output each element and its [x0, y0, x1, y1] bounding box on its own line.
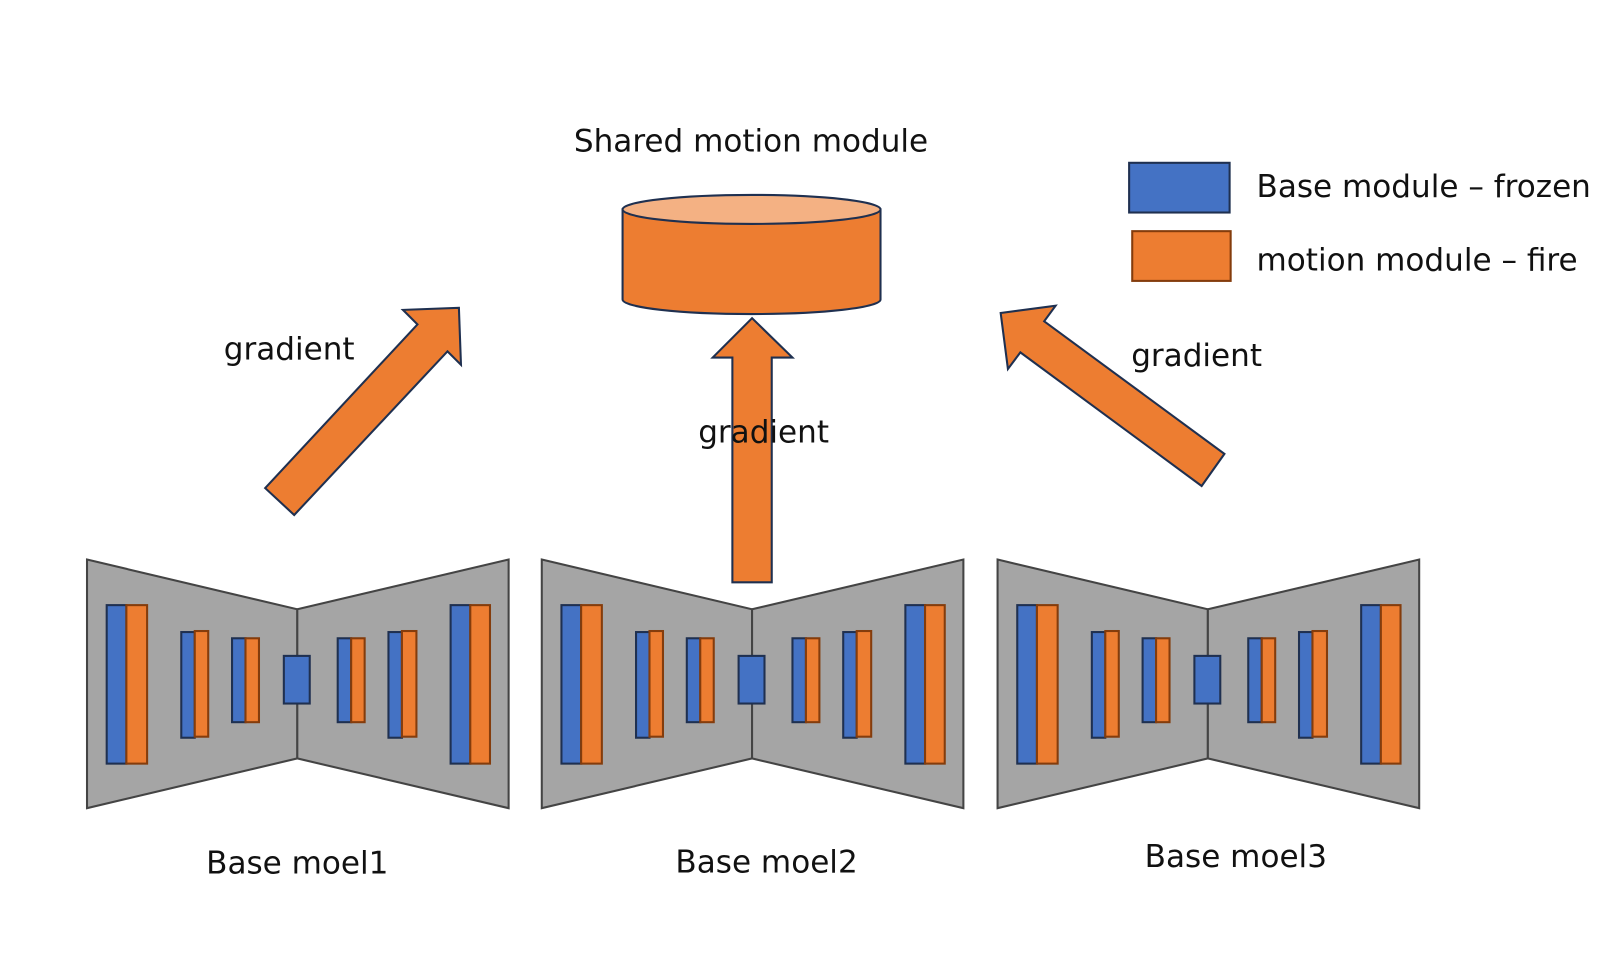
frozen-base-block [231, 637, 247, 724]
motion-module-block [244, 637, 261, 724]
frozen-base-block [336, 637, 353, 724]
gradient-label-left: gradient [224, 332, 355, 368]
frozen-base-block [842, 631, 858, 739]
model-label-1: Base moel1 [206, 845, 388, 881]
frozen-base-block [387, 631, 403, 739]
frozen-base-block [635, 631, 651, 739]
motion-module-block [648, 629, 665, 738]
legend: Base module – frozen motion module – fir… [1128, 161, 1591, 282]
frozen-base-block [791, 637, 807, 724]
motion-module-block [350, 637, 366, 724]
frozen-base-block [560, 604, 583, 765]
frozen-base-block [1360, 604, 1382, 765]
frozen-base-block [904, 604, 927, 765]
frozen-base-block [180, 631, 196, 739]
motion-module-block [1311, 629, 1329, 738]
motion-module-block [855, 629, 873, 738]
middle-block [1193, 654, 1222, 705]
motion-module-block [400, 629, 418, 738]
frozen-base-block [105, 604, 128, 765]
frozen-base-block [1090, 631, 1107, 739]
motion-module-block [699, 637, 715, 724]
frozen-base-block [1016, 604, 1038, 765]
gradient-arrow-left [263, 306, 463, 517]
middle-block [282, 654, 311, 705]
frozen-base-block [685, 637, 702, 724]
motion-module-block [1104, 629, 1120, 738]
gradient-label-middle: gradient [698, 414, 829, 450]
motion-module-block [924, 604, 946, 765]
motion-module-block [1035, 604, 1059, 765]
motion-module-block [1260, 637, 1277, 724]
frozen-base-block [1297, 631, 1314, 739]
motion-module-block [125, 604, 149, 765]
model-label-2: Base moel2 [675, 844, 857, 880]
base-model-3 [996, 558, 1421, 810]
gradient-label-right: gradient [1131, 338, 1262, 374]
motion-module-block [193, 629, 210, 738]
legend-swatch-fire [1131, 230, 1232, 282]
motion-module-block [1379, 604, 1402, 765]
base-model-1 [85, 558, 510, 810]
gradient-arrow-right [999, 304, 1226, 488]
frozen-base-block [449, 604, 472, 765]
middle-block [737, 654, 766, 705]
legend-swatch-frozen [1128, 161, 1231, 214]
motion-module-block [580, 604, 603, 765]
frozen-base-block [1247, 637, 1263, 724]
frozen-base-block [1141, 637, 1158, 724]
legend-label-fire: motion module – fire [1257, 243, 1578, 279]
model-label-3: Base moel3 [1145, 839, 1327, 875]
motion-module-block [804, 637, 821, 724]
base-models [85, 558, 1421, 810]
base-model-2 [540, 558, 965, 810]
shared-module-title: Shared motion module [574, 123, 928, 159]
legend-label-frozen: Base module – frozen [1257, 169, 1591, 205]
gradient-arrow-middle [710, 316, 796, 584]
motion-module-block [1155, 637, 1171, 724]
motion-module-block [469, 604, 492, 765]
shared-motion-module-cylinder [621, 193, 882, 316]
